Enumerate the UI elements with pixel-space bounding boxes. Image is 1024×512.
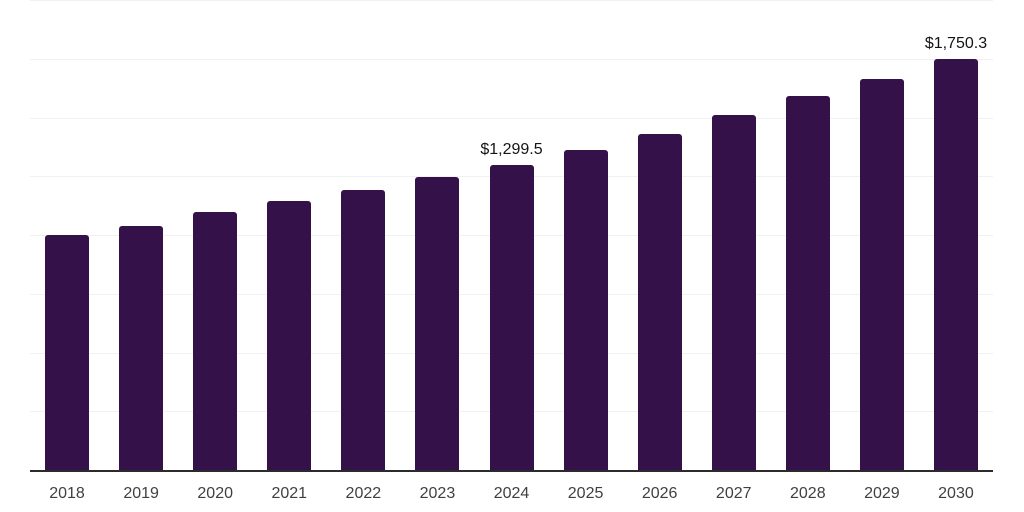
bar-2022	[341, 190, 386, 470]
bar-2024	[489, 164, 534, 470]
bar-2018	[45, 235, 90, 470]
bar-2023	[415, 177, 460, 470]
data-label-2024: $1,299.5	[480, 140, 543, 158]
bar-2019	[119, 225, 164, 470]
bar-2020	[193, 211, 238, 470]
bar-2025	[563, 149, 608, 470]
bar-2026	[637, 133, 682, 470]
x-tick-2025: 2025	[567, 485, 604, 502]
x-tick-2020: 2020	[197, 485, 233, 502]
bar-2027	[711, 115, 756, 470]
x-tick-2019: 2019	[123, 485, 159, 502]
bar-2021	[267, 201, 312, 470]
data-label-2030: $1,750.3	[924, 34, 988, 52]
gridline-1750	[30, 58, 993, 60]
x-tick-2018: 2018	[49, 485, 85, 502]
gridline-2000	[30, 0, 993, 1]
x-tick-2029: 2029	[864, 485, 900, 502]
x-tick-2027: 2027	[715, 485, 752, 502]
bar-2029	[859, 79, 904, 470]
bar-2028	[785, 96, 830, 470]
x-tick-2026: 2026	[641, 485, 678, 502]
x-tick-2028: 2028	[790, 485, 826, 502]
x-tick-2024: 2024	[493, 485, 530, 502]
bar-2030	[933, 58, 978, 470]
x-tick-2022: 2022	[345, 485, 382, 502]
x-tick-2030: 2030	[938, 485, 974, 502]
x-tick-2021: 2021	[271, 485, 308, 502]
gridline-1500	[30, 117, 993, 119]
x-axis-line	[30, 470, 993, 472]
x-tick-2023: 2023	[419, 485, 456, 502]
